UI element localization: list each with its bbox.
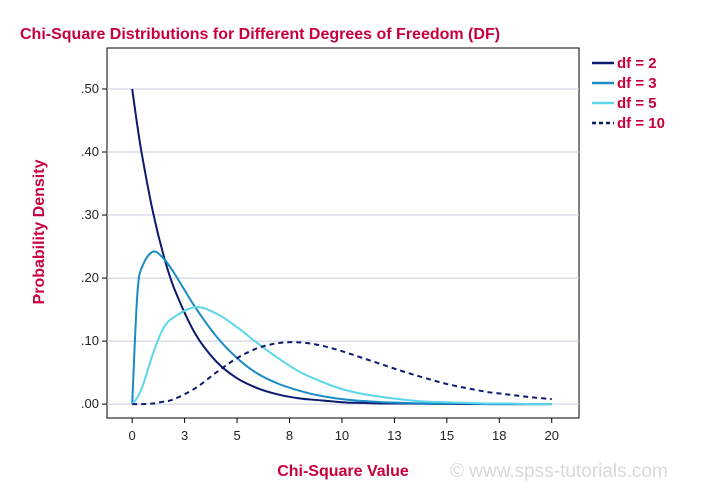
x-tick-label-5: 13 (387, 428, 401, 443)
y-tick-label-0: .00 (81, 396, 99, 411)
series-lines (131, 88, 552, 406)
y-tick-label-4: .40 (81, 144, 99, 159)
y-tick-label-2: .20 (81, 270, 99, 285)
legend-label-0: df = 2 (617, 55, 657, 72)
watermark: © www.spss-tutorials.com (450, 461, 668, 482)
x-tick-label-7: 18 (492, 428, 506, 443)
y-axis-label: Probability Density (31, 159, 48, 304)
x-tick-label-1: 3 (181, 428, 188, 443)
gridlines (107, 88, 579, 405)
x-tick-label-2: 5 (233, 428, 240, 443)
legend-label-2: df = 5 (617, 95, 657, 112)
legend-label-1: df = 3 (617, 75, 657, 92)
x-axis: 0 3 5 8 10 13 15 18 20 (129, 418, 559, 443)
x-tick-label-3: 8 (286, 428, 293, 443)
x-tick-label-6: 15 (440, 428, 454, 443)
x-tick-label-4: 10 (335, 428, 349, 443)
plot-area (106, 47, 580, 419)
x-tick-label-0: 0 (129, 428, 136, 443)
legend: df = 2 df = 3 df = 5 df = 10 (592, 55, 665, 132)
y-tick-label-3: .30 (81, 207, 99, 222)
y-tick-label-5: .50 (81, 81, 99, 96)
x-tick-label-8: 20 (544, 428, 558, 443)
series-line-3 (132, 341, 552, 406)
legend-label-3: df = 10 (617, 115, 665, 132)
series-line-2 (131, 306, 552, 406)
chart-title: Chi-Square Distributions for Different D… (20, 26, 500, 43)
x-axis-label: Chi-Square Value (277, 463, 409, 480)
y-axis: .00 .10 .20 .30 .40 .50 (81, 81, 107, 411)
y-tick-label-1: .10 (81, 333, 99, 348)
